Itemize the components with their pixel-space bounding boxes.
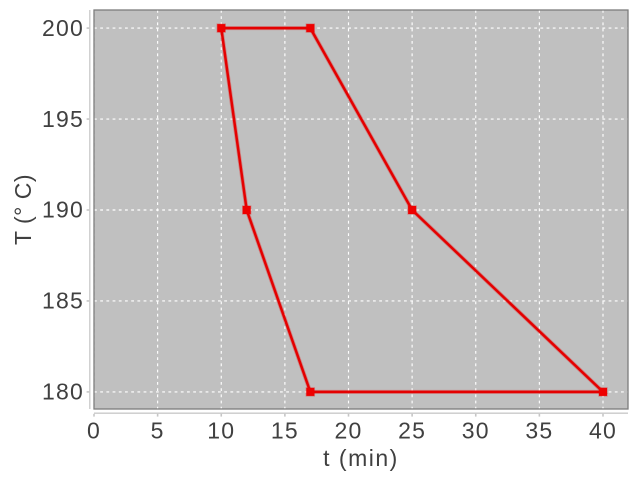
svg-text:t (min): t (min) — [323, 445, 399, 471]
svg-text:200: 200 — [42, 15, 84, 41]
svg-text:10: 10 — [207, 418, 235, 444]
svg-text:5: 5 — [151, 418, 165, 444]
svg-text:25: 25 — [398, 418, 426, 444]
svg-text:195: 195 — [42, 106, 84, 132]
svg-text:35: 35 — [525, 418, 553, 444]
svg-text:185: 185 — [42, 288, 84, 314]
svg-text:0: 0 — [87, 418, 101, 444]
svg-text:40: 40 — [589, 418, 617, 444]
svg-text:30: 30 — [462, 418, 490, 444]
svg-text:T (° C): T (° C) — [10, 174, 36, 245]
svg-text:180: 180 — [42, 379, 84, 405]
svg-text:20: 20 — [335, 418, 363, 444]
svg-text:15: 15 — [271, 418, 299, 444]
svg-text:190: 190 — [42, 197, 84, 223]
